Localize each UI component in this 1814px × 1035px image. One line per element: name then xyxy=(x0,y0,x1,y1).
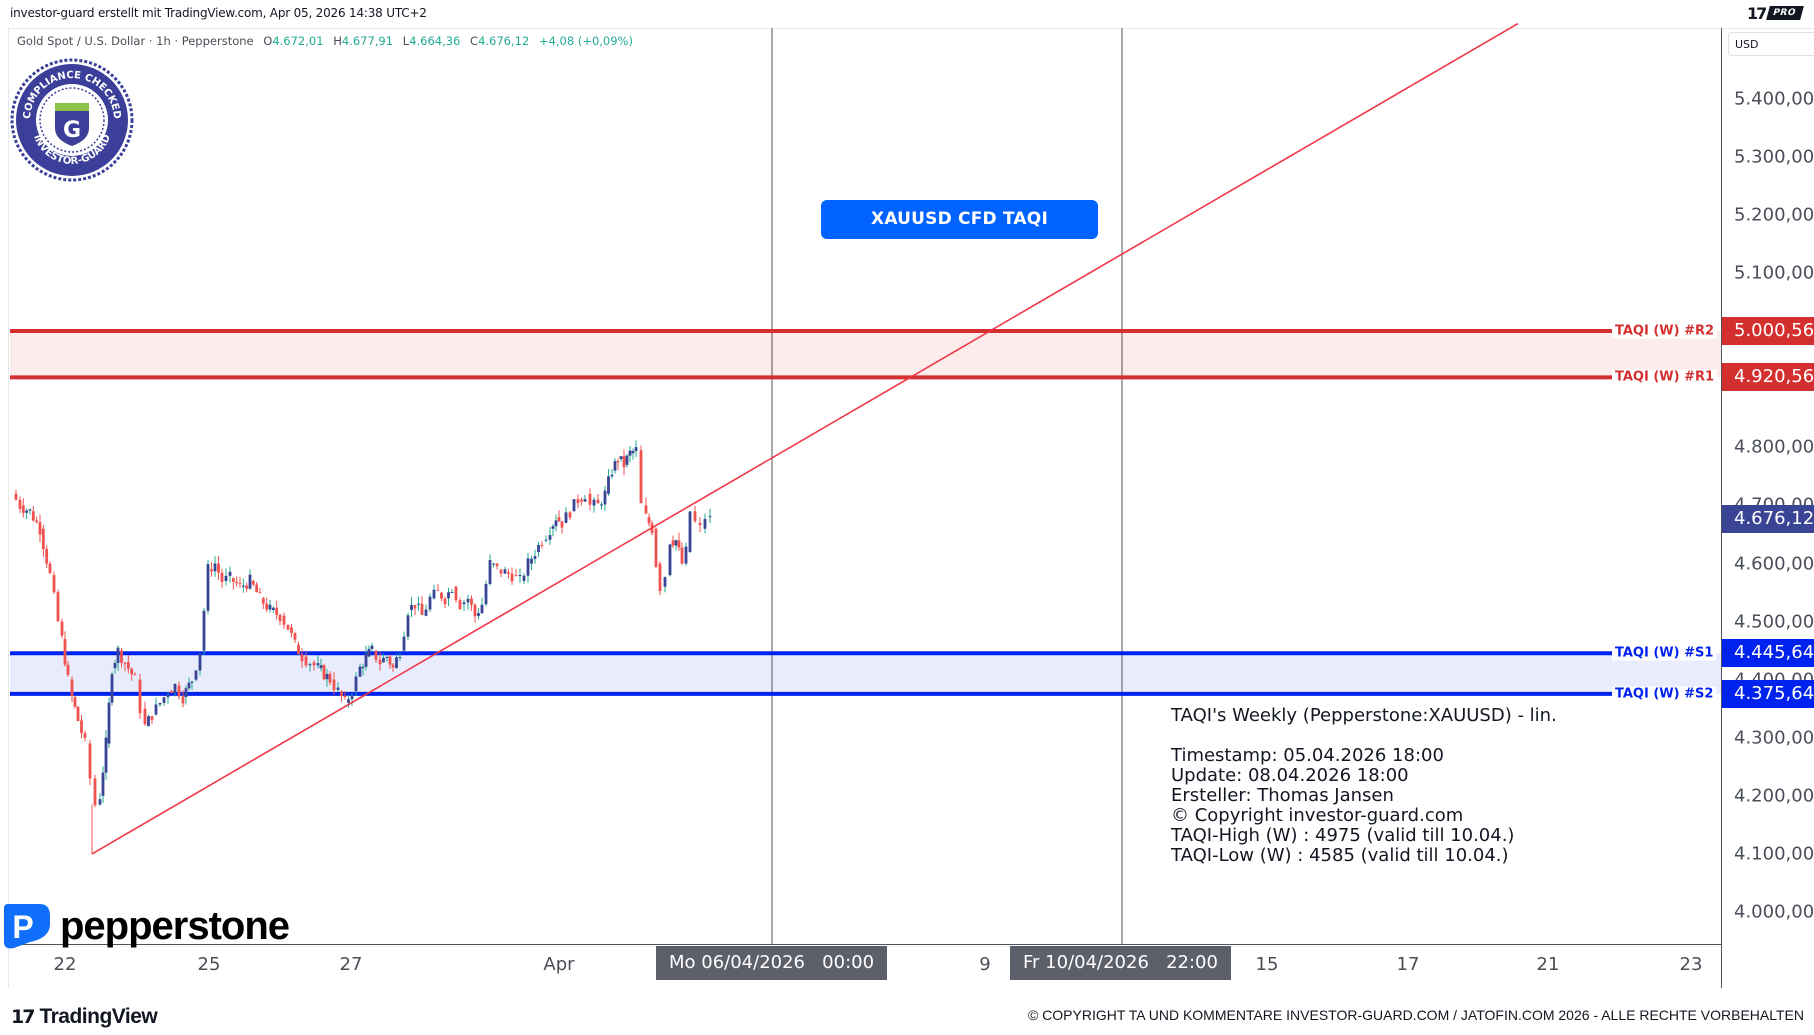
pepperstone-p-icon: P xyxy=(4,904,50,949)
copyright-footer: © COPYRIGHT TA UND KOMMENTARE INVESTOR-G… xyxy=(1027,1007,1804,1023)
currency-selector[interactable]: USD xyxy=(1728,32,1814,56)
level-tag: TAQI (W) #R1 xyxy=(1612,369,1718,385)
time-tick: 15 xyxy=(1255,954,1279,975)
compliance-checked-badge-icon: COMPLIANCE CHECKED INVESTOR-GUARD G xyxy=(10,58,134,182)
svg-text:P: P xyxy=(12,909,33,945)
tradingview-logo: 17 TradingView xyxy=(11,1005,158,1029)
open-value: 4.672,01 xyxy=(272,34,324,48)
current-price-label: 4.676,12 xyxy=(1722,505,1814,534)
support-zone xyxy=(10,653,1721,694)
level-tag: TAQI (W) #S2 xyxy=(1612,686,1717,702)
tradingview-mark-icon: 17 xyxy=(11,1006,35,1028)
price-tick: 5.200,00 xyxy=(1734,204,1814,226)
time-tick: 22 xyxy=(53,954,77,975)
svg-text:G: G xyxy=(63,118,81,143)
pepperstone-logo: P pepperstone xyxy=(0,902,290,950)
time-axis-divider xyxy=(10,944,1721,945)
price-tick: 4.800,00 xyxy=(1734,436,1814,458)
level-tag: TAQI (W) #S1 xyxy=(1612,645,1717,661)
taqi-info-text: TAQI's Weekly (Pepperstone:XAUUSD) - lin… xyxy=(1171,705,1557,866)
price-tick: 4.000,00 xyxy=(1734,901,1814,923)
close-value: 4.676,12 xyxy=(478,34,530,48)
symbol-legend: Gold Spot / U.S. Dollar · 1h · Peppersto… xyxy=(17,34,633,48)
level-price-label: 4.375,64 xyxy=(1722,679,1814,708)
time-tick: 23 xyxy=(1679,954,1703,975)
time-marker-label: Mo 06/04/2026 00:00 xyxy=(656,946,888,980)
time-tick: Apr xyxy=(543,954,575,975)
tradingview-pro-logo: 17 PRO xyxy=(1747,3,1804,23)
symbol-name: Gold Spot / U.S. Dollar · 1h · Peppersto… xyxy=(17,34,254,48)
resistance-zone xyxy=(10,330,1721,378)
change-value: +4,08 (+0,09%) xyxy=(538,34,633,48)
price-tick: 4.100,00 xyxy=(1734,843,1814,865)
price-tick: 4.600,00 xyxy=(1734,553,1814,575)
snapshot-title-callout[interactable]: XAUUSD CFD TAQI SNAPSHOT xyxy=(821,200,1098,268)
time-tick: 17 xyxy=(1396,954,1420,975)
time-tick: 25 xyxy=(197,954,221,975)
price-tick: 5.100,00 xyxy=(1734,262,1814,284)
price-tick: 4.500,00 xyxy=(1734,611,1814,633)
trendline[interactable] xyxy=(91,22,1519,855)
time-tick: 21 xyxy=(1536,954,1560,975)
time-tick: 27 xyxy=(339,954,363,975)
chart-caption: investor-guard erstellt mit TradingView.… xyxy=(10,6,427,20)
tradingview-mark-icon: 17 xyxy=(1747,3,1767,23)
chart-frame xyxy=(8,28,1814,988)
price-tick: 4.200,00 xyxy=(1734,785,1814,807)
high-value: 4.677,91 xyxy=(341,34,394,48)
time-marker-label: Fr 10/04/2026 22:00 xyxy=(1010,946,1231,980)
low-value: 4.664,36 xyxy=(409,34,461,48)
level-price-label: 4.920,56 xyxy=(1722,363,1814,392)
tradingview-wordmark: TradingView xyxy=(39,1005,158,1028)
price-tick: 5.300,00 xyxy=(1734,146,1814,168)
price-tick: 5.400,00 xyxy=(1734,88,1814,110)
level-price-label: 4.445,64 xyxy=(1722,639,1814,668)
time-tick: 9 xyxy=(979,954,991,975)
price-axis-divider xyxy=(1721,28,1722,988)
level-tag: TAQI (W) #R2 xyxy=(1612,323,1718,339)
pepperstone-wordmark: pepperstone xyxy=(60,903,290,948)
level-price-label: 5.000,56 xyxy=(1722,316,1814,345)
price-tick: 4.300,00 xyxy=(1734,727,1814,749)
